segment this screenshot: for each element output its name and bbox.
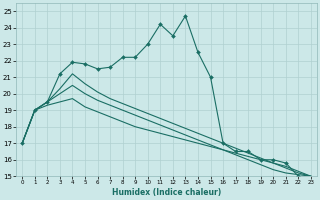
X-axis label: Humidex (Indice chaleur): Humidex (Indice chaleur) xyxy=(112,188,221,197)
